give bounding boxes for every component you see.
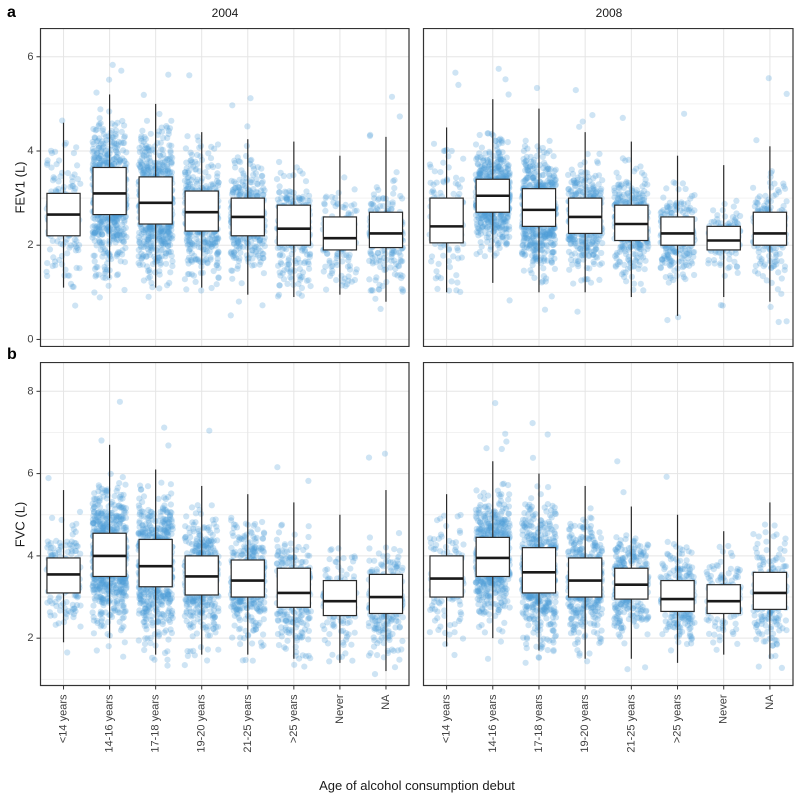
x-tick-label: Never xyxy=(334,694,346,724)
y-tick-label: 6 xyxy=(27,468,33,480)
x-tick-label: 14-16 years xyxy=(487,694,499,753)
axis-ticks: 0 2 4 6 xyxy=(27,51,41,345)
x-tick-label: 17-18 years xyxy=(533,694,545,753)
x-tick-label: >25 years xyxy=(288,694,300,743)
y-tick-label: 4 xyxy=(27,550,33,562)
x-tick-label: <14 years xyxy=(58,694,70,743)
panel-border xyxy=(39,28,410,347)
panel-background xyxy=(423,362,793,686)
x-tick-label: Never xyxy=(718,694,730,724)
y-tick-label: 4 xyxy=(27,145,33,157)
panel-border xyxy=(422,362,794,687)
y-tick-label: 8 xyxy=(27,385,33,397)
y-tick-label: 6 xyxy=(27,51,33,63)
axis-ticks: 2 4 6 8 <14 years 14-16 years 17-18 years 19-20… xyxy=(27,385,392,752)
x-tick-label: 21-25 years xyxy=(242,694,254,753)
x-tick-label: 17-18 years xyxy=(150,694,162,753)
facet-label-2008: 2008 xyxy=(595,6,623,20)
boxplots xyxy=(429,461,788,663)
panel-background xyxy=(40,362,409,686)
x-axis-title: Age of alcohol consumption debut xyxy=(319,778,515,793)
panel-fev1-2004: 0 2 4 6 xyxy=(27,28,410,347)
boxplots xyxy=(46,444,404,672)
facet-label-2004: 2004 xyxy=(211,6,239,20)
x-tick-label: >25 years xyxy=(672,694,684,743)
x-tick-label: <14 years xyxy=(441,694,453,743)
panel-fvc-2008: <14 years 14-16 years 17-18 years 19-20 yea… xyxy=(422,362,794,753)
x-tick-label: 19-20 years xyxy=(579,694,591,753)
x-tick-label: 21-25 years xyxy=(625,694,637,753)
panel-fev1-2008 xyxy=(422,28,794,347)
x-tick-label: NA xyxy=(380,694,392,710)
x-tick-label: 14-16 years xyxy=(104,694,116,753)
boxplots xyxy=(429,99,788,316)
panel-tag-b: b xyxy=(7,346,17,363)
panel-fvc-2004: 2 4 6 8 <14 years 14-16 years 17-18 years 19-20… xyxy=(27,362,410,753)
x-tick-label: NA xyxy=(764,694,776,710)
y-tick-label: 0 xyxy=(27,333,33,345)
axis-ticks: <14 years 14-16 years 17-18 years 19-20 yea… xyxy=(441,685,776,753)
panel-border xyxy=(39,362,410,687)
y-tick-label: 2 xyxy=(27,632,33,644)
panel-border xyxy=(422,28,794,347)
y-tick-label: 2 xyxy=(27,239,33,251)
boxplots xyxy=(46,94,404,302)
panel-tag-a: a xyxy=(7,4,16,21)
x-tick-label: 19-20 years xyxy=(196,694,208,753)
